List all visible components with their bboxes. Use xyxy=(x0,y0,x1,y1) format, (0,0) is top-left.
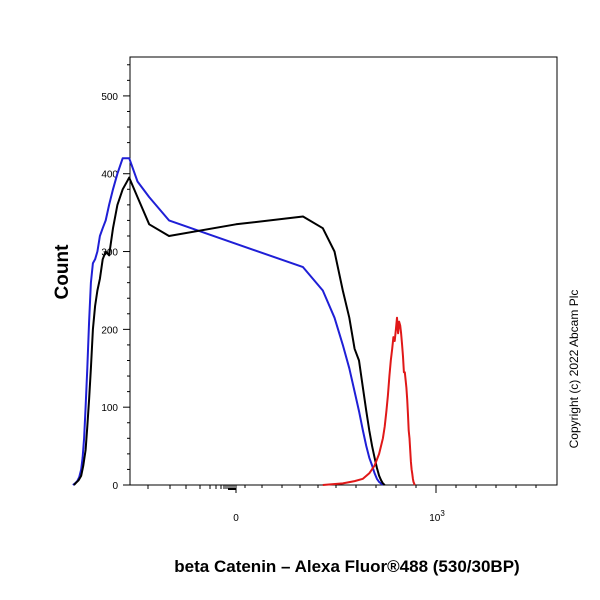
blue-series-line xyxy=(72,157,384,486)
x-tick-label-thousand: 103 xyxy=(429,509,445,524)
x-axis xyxy=(130,484,557,493)
y-tick-label: 500 xyxy=(101,92,118,103)
y-tick-label: 200 xyxy=(101,325,118,336)
red-series-line xyxy=(322,316,416,486)
black-series-line xyxy=(73,176,386,486)
series-lines xyxy=(72,157,416,486)
plot-frame xyxy=(129,56,558,486)
copyright-annotation: Copyright (c) 2022 Abcam Plc xyxy=(567,290,581,449)
y-tick-label: 100 xyxy=(101,403,118,414)
x-tick-label-thousand-base: 10 xyxy=(429,513,441,524)
x-tick-label-zero: 0 xyxy=(233,513,239,524)
x-tick-label-thousand-exponent: 3 xyxy=(440,509,445,518)
y-tick-label: 0 xyxy=(112,481,118,492)
y-tick-label: 400 xyxy=(101,170,118,181)
x-axis-title: beta Catenin – Alexa Fluor®488 (530/30BP… xyxy=(174,557,519,576)
y-axis-title: Count xyxy=(52,244,73,300)
